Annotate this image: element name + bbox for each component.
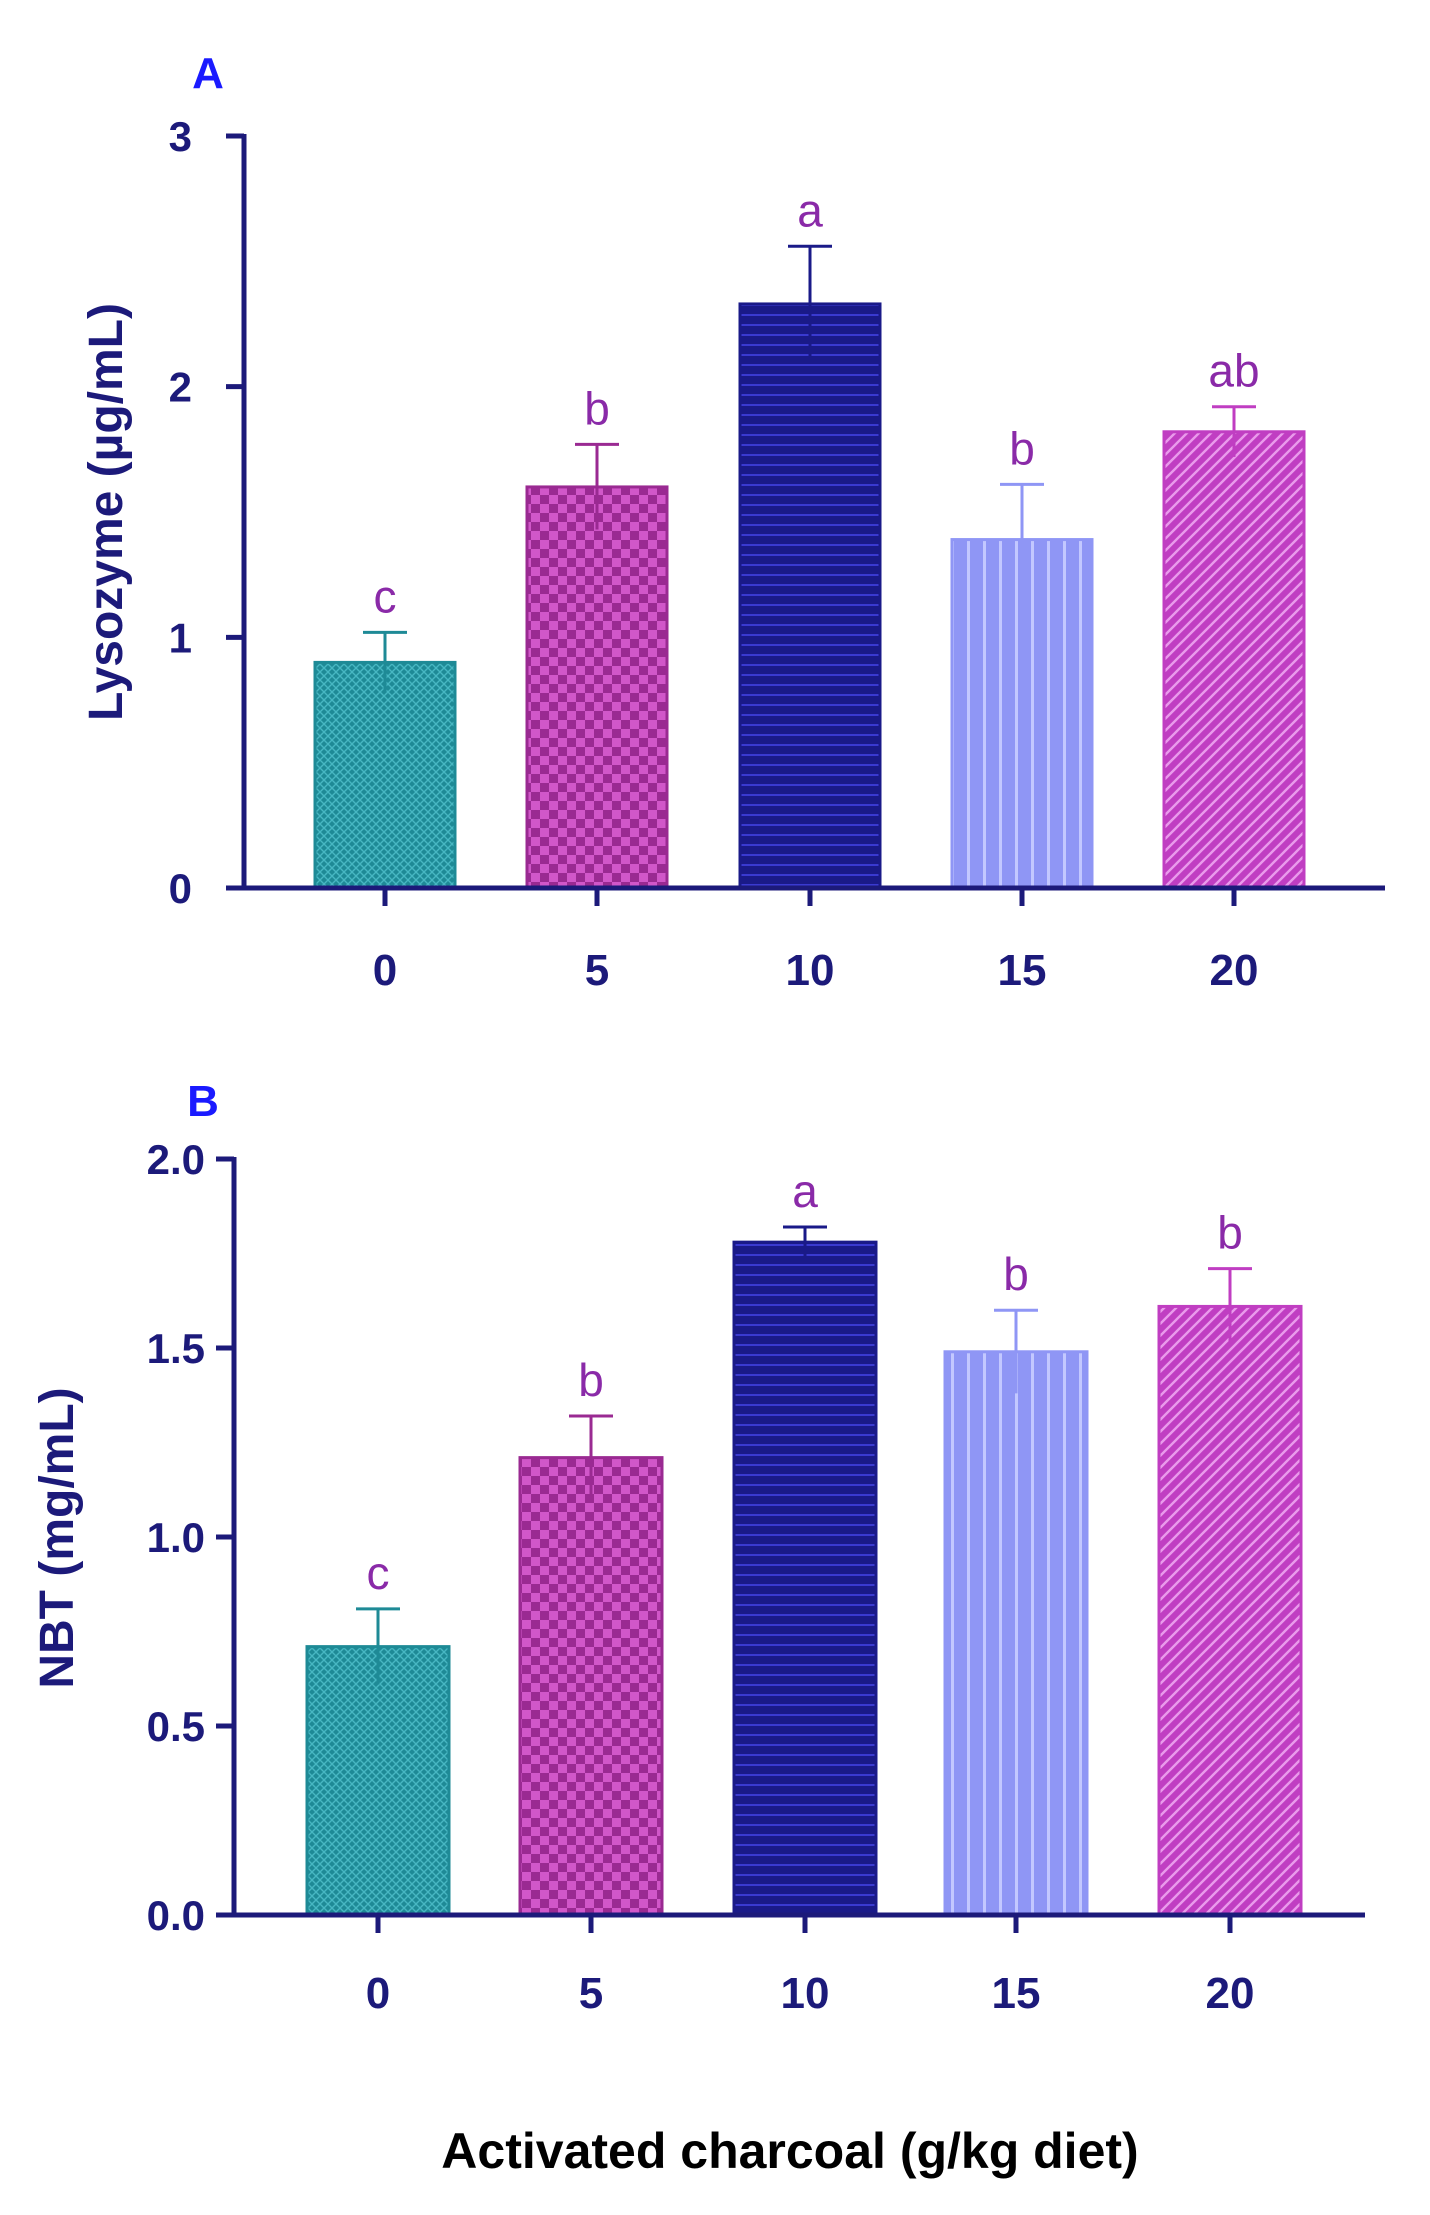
y-axis-label-b: NBT (mg/mL) <box>31 1387 84 1688</box>
bar-a-0 <box>313 660 457 890</box>
y-tick-label-b: 2.0 <box>147 1136 205 1183</box>
error-bar-a-10 <box>788 244 832 362</box>
x-tick-label-a: 20 <box>1210 946 1259 995</box>
y-tick-label-a: 1 <box>169 614 192 661</box>
x-tick-label-b: 10 <box>781 1969 830 2018</box>
sig-letter-a-20: ab <box>1208 345 1259 397</box>
y-axis-label-a: Lysozyme (µg/mL) <box>80 303 133 721</box>
bar-b-10 <box>732 1240 878 1917</box>
x-axis-label: Activated charcoal (g/kg diet) <box>441 2123 1138 2179</box>
sig-letter-a-5: b <box>584 382 610 434</box>
x-tick-label-a: 5 <box>585 946 609 995</box>
bar-a-5 <box>525 485 669 890</box>
sig-letter-b-15: b <box>1003 1248 1029 1300</box>
y-tick-label-b: 0.0 <box>147 1892 205 1939</box>
x-tick-label-a: 0 <box>373 946 397 995</box>
panel-label-a: A <box>192 49 224 98</box>
y-tick-label-b: 1.0 <box>147 1514 205 1561</box>
panel-b: c b a b b 0.0 0.5 1.0 1.5 2.0 0 5 10 15 20 NBT (mg/mL) B <box>31 1077 1365 2018</box>
bar-b-5 <box>518 1456 664 1917</box>
x-tick-label-b: 15 <box>992 1969 1041 2018</box>
bar-b-0 <box>305 1645 451 1917</box>
sig-letter-a-0: c <box>374 570 397 622</box>
sig-letter-a-15: b <box>1009 422 1035 474</box>
error-bar-b-0 <box>356 1607 400 1685</box>
x-tick-label-b: 0 <box>366 1969 390 2018</box>
x-tick-label-b: 5 <box>579 1969 603 2018</box>
bar-b-20 <box>1157 1304 1303 1917</box>
panel-label-b: B <box>187 1077 219 1126</box>
y-tick-label-a: 3 <box>169 113 192 160</box>
error-bar-a-5 <box>575 442 619 530</box>
error-bar-a-0 <box>363 630 407 693</box>
y-tick-label-a: 2 <box>169 364 192 411</box>
y-tick-label-b: 0.5 <box>147 1703 205 1750</box>
error-bar-b-5 <box>569 1414 613 1500</box>
bar-a-20 <box>1162 430 1306 890</box>
sig-letter-b-20: b <box>1217 1207 1243 1259</box>
error-bar-a-15 <box>1000 482 1044 595</box>
y-tick-label-a: 0 <box>169 865 192 912</box>
error-bar-b-15 <box>994 1308 1038 1394</box>
sig-letter-a-10: a <box>797 184 823 236</box>
error-bar-b-20 <box>1208 1267 1252 1345</box>
sig-letter-b-0: c <box>367 1547 390 1599</box>
x-tick-label-a: 10 <box>786 946 835 995</box>
y-tick-label-b: 1.5 <box>147 1325 205 1372</box>
error-bar-a-20 <box>1212 405 1256 457</box>
bar-b-15 <box>943 1350 1089 1917</box>
x-tick-label-b: 20 <box>1206 1969 1255 2018</box>
sig-letter-b-10: a <box>792 1165 818 1217</box>
sig-letter-b-5: b <box>578 1354 604 1406</box>
error-bar-b-10 <box>783 1225 827 1258</box>
bar-a-10 <box>738 302 882 890</box>
x-tick-label-a: 15 <box>998 946 1047 995</box>
